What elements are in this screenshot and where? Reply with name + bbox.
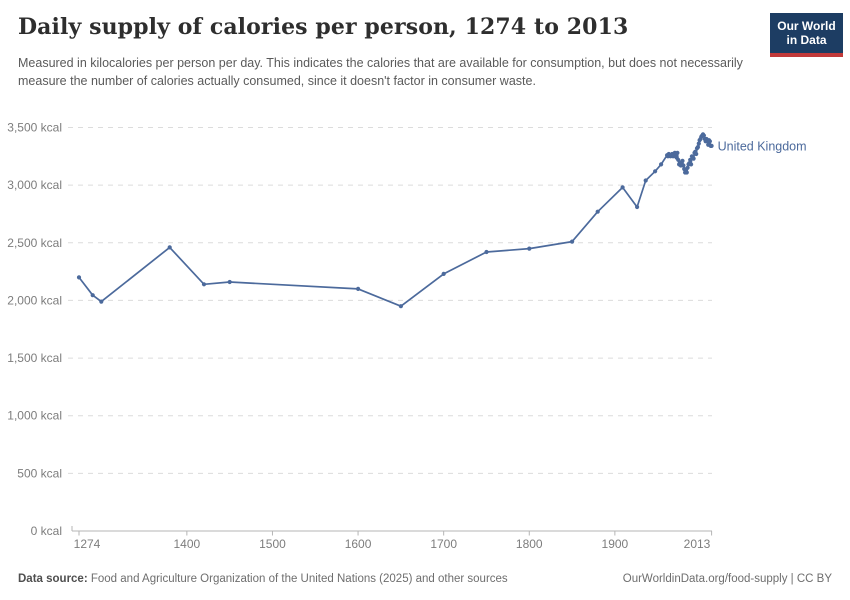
data-source-note: Data source: Food and Agriculture Organi… bbox=[18, 573, 508, 585]
data-point-marker bbox=[685, 165, 690, 170]
data-point-marker bbox=[709, 143, 714, 148]
data-point-marker bbox=[701, 133, 707, 138]
data-point-marker bbox=[681, 163, 686, 168]
data-point-marker bbox=[99, 299, 104, 304]
data-point-marker bbox=[595, 209, 600, 214]
entity-label-united-kingdom[interactable]: United Kingdom bbox=[718, 139, 807, 153]
y-axis-label: 0 kcal bbox=[31, 524, 62, 538]
y-axis-label: 1,500 kcal bbox=[7, 351, 62, 365]
x-axis-label: 1600 bbox=[345, 537, 372, 551]
x-axis-label: 1400 bbox=[174, 537, 201, 551]
y-axis-label: 2,000 kcal bbox=[7, 293, 62, 307]
data-point-marker bbox=[484, 249, 489, 255]
y-axis-label: 3,000 kcal bbox=[7, 178, 62, 192]
x-axis-label: 1900 bbox=[602, 537, 629, 551]
data-point-marker bbox=[227, 279, 232, 285]
data-point-marker bbox=[659, 162, 664, 167]
logo-line-1: Our World bbox=[777, 19, 836, 33]
data-point-marker bbox=[676, 157, 681, 162]
data-point-marker bbox=[90, 293, 95, 298]
data-point-marker bbox=[398, 304, 403, 309]
data-source-label: Data source: bbox=[18, 573, 88, 585]
uk-series-markers bbox=[76, 132, 714, 309]
data-point-marker bbox=[684, 170, 689, 175]
data-point-marker bbox=[707, 139, 713, 144]
data-point-marker bbox=[689, 162, 694, 167]
logo-line-2: in Data bbox=[786, 33, 827, 47]
data-point-marker bbox=[527, 246, 532, 251]
data-point-marker bbox=[76, 275, 82, 280]
data-point-marker bbox=[356, 286, 361, 291]
data-source-text: Food and Agriculture Organization of the… bbox=[87, 573, 508, 585]
data-point-marker bbox=[643, 178, 648, 183]
data-point-marker bbox=[620, 185, 625, 190]
data-point-marker bbox=[653, 169, 658, 174]
data-point-marker bbox=[201, 282, 207, 287]
chart-subtitle: Measured in kilocalories per person per … bbox=[18, 56, 743, 88]
data-point-marker bbox=[570, 239, 575, 244]
x-axis-label: 2013 bbox=[684, 537, 711, 551]
chart-area: 0 kcal 500 kcal 1,000 kcal 1,500 kcal 2,000 … bbox=[0, 113, 850, 568]
y-axis-label: 1,000 kcal bbox=[7, 409, 62, 423]
data-point-marker bbox=[696, 141, 701, 146]
data-point-marker bbox=[694, 151, 699, 157]
owid-license-link[interactable]: OurWorldinData.org/food-supply | CC BY bbox=[622, 573, 832, 585]
data-point-marker bbox=[675, 150, 680, 155]
data-point-marker bbox=[635, 204, 640, 210]
y-axis-label: 2,500 kcal bbox=[7, 236, 62, 250]
uk-series-line[interactable] bbox=[78, 133, 713, 308]
x-axis-label: 1500 bbox=[259, 537, 286, 551]
y-axis-label: 3,500 kcal bbox=[7, 121, 62, 135]
calories-line-chart[interactable]: 0 kcal 500 kcal 1,000 kcal 1,500 kcal 2,000 … bbox=[0, 113, 850, 568]
x-axis-label: 1274 bbox=[74, 537, 101, 551]
data-point-marker bbox=[167, 245, 172, 250]
data-point-marker bbox=[680, 158, 685, 163]
data-point-marker bbox=[691, 156, 696, 161]
x-axis-label: 1700 bbox=[430, 537, 457, 551]
x-axis-label: 1800 bbox=[516, 537, 543, 551]
data-point-marker bbox=[695, 145, 701, 150]
page-title: Daily supply of calories per person, 127… bbox=[18, 14, 629, 40]
data-point-marker bbox=[441, 271, 446, 276]
owid-logo[interactable]: Our World in Data bbox=[770, 13, 843, 57]
y-axis-label: 500 kcal bbox=[17, 466, 62, 480]
chart-footer: Data source: Food and Agriculture Organi… bbox=[18, 573, 832, 585]
